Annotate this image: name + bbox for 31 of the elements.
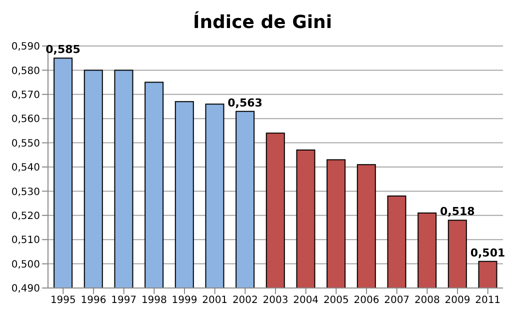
x-tick-label: 1996 (80, 295, 106, 306)
x-tick-label: 2004 (293, 295, 319, 306)
data-label: 0,518 (440, 205, 475, 218)
data-label: 0,585 (46, 43, 80, 56)
y-tick-label: 0,510 (11, 235, 40, 246)
y-tick-label: 0,520 (11, 210, 40, 222)
x-tick-label: 2005 (323, 295, 349, 306)
y-tick-label: 0,590 (11, 42, 40, 53)
x-tick-label: 2001 (202, 295, 228, 306)
chart-title: Índice de Gini (192, 10, 333, 35)
y-tick-label: 0,550 (11, 138, 40, 150)
x-tick-label: 2006 (354, 295, 380, 306)
data-label: 0,501 (470, 246, 506, 260)
y-tick-label: 0,530 (11, 186, 40, 198)
x-tick-label: 1997 (111, 295, 137, 306)
x-tick-label: 1998 (141, 295, 167, 306)
x-tick-label: 2007 (384, 295, 410, 306)
x-tick-label: 2003 (262, 295, 288, 306)
x-tick-label: 1995 (50, 295, 76, 306)
y-tick-label: 0,540 (11, 162, 40, 174)
y-tick-label: 0,500 (11, 259, 40, 270)
y-tick-label: 0,490 (11, 284, 40, 295)
y-tick-label: 0,580 (11, 66, 40, 77)
x-tick-label: 1999 (172, 295, 198, 306)
x-tick-label: 2009 (444, 295, 470, 306)
x-tick-label: 2008 (414, 295, 440, 306)
y-tick-label: 0,560 (11, 114, 40, 126)
data-label: 0,563 (228, 96, 262, 110)
x-tick-label: 2011 (475, 295, 501, 306)
x-tick-label: 2002 (232, 295, 258, 306)
y-tick-label: 0,570 (11, 90, 40, 101)
